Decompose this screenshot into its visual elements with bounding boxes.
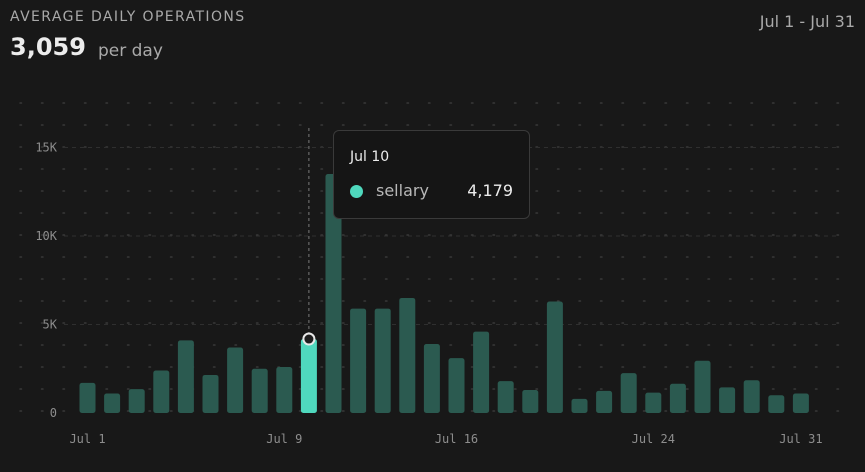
bar[interactable]: [423, 343, 440, 413]
bar[interactable]: [792, 393, 809, 413]
bar[interactable]: [645, 392, 662, 413]
y-tick-label: 5K: [43, 318, 58, 332]
bar[interactable]: [79, 382, 96, 413]
bar[interactable]: [522, 389, 539, 413]
bar[interactable]: [743, 380, 760, 413]
bar[interactable]: [177, 340, 194, 413]
bar[interactable]: [350, 308, 367, 413]
bar[interactable]: [473, 331, 490, 413]
bar-highlighted[interactable]: [300, 339, 317, 413]
bar[interactable]: [104, 393, 121, 413]
bar[interactable]: [719, 387, 736, 413]
x-tick-label: Jul 1: [69, 432, 105, 446]
bar[interactable]: [374, 308, 391, 413]
y-axis: 0 5K 10K 15K: [35, 141, 840, 420]
y-tick-label: 0: [50, 406, 57, 420]
hover-overlay: [302, 128, 316, 346]
bar[interactable]: [153, 370, 170, 413]
date-range-selector[interactable]: Jul 1 - Jul 31: [759, 12, 855, 31]
bar[interactable]: [620, 373, 637, 413]
bar[interactable]: [669, 383, 686, 413]
tooltip-series-value: 4,179: [467, 181, 513, 200]
average-value: 3,059: [10, 33, 86, 61]
x-tick-label: Jul 9: [266, 432, 302, 446]
bar[interactable]: [399, 297, 416, 413]
tooltip-date: Jul 10: [350, 149, 390, 165]
x-axis: Jul 1 Jul 9 Jul 16 Jul 24 Jul 31: [69, 432, 822, 446]
chart-bars: [79, 174, 809, 413]
x-tick-label: Jul 31: [779, 432, 822, 446]
bar[interactable]: [325, 174, 342, 413]
x-tick-label: Jul 24: [632, 432, 675, 446]
bar[interactable]: [202, 374, 219, 413]
bar[interactable]: [571, 398, 588, 413]
tooltip-series-name: sellary: [376, 181, 429, 200]
hover-point-marker: [302, 332, 316, 346]
bar[interactable]: [448, 358, 465, 413]
bar[interactable]: [128, 389, 145, 413]
bar[interactable]: [768, 395, 785, 413]
y-tick-label: 10K: [35, 229, 57, 243]
bar[interactable]: [227, 347, 244, 413]
y-tick-label: 15K: [35, 141, 57, 155]
x-tick-label: Jul 16: [435, 432, 478, 446]
chart-tooltip: Jul 10 sellary 4,179: [333, 130, 530, 219]
bar[interactable]: [251, 368, 268, 413]
bar[interactable]: [596, 390, 613, 413]
bar[interactable]: [276, 366, 293, 413]
bar[interactable]: [694, 360, 711, 413]
chart-title: AVERAGE DAILY OPERATIONS: [10, 9, 246, 25]
series-color-dot: [350, 185, 363, 198]
bar[interactable]: [546, 301, 563, 413]
bar[interactable]: [497, 381, 514, 413]
average-unit: per day: [98, 41, 163, 61]
